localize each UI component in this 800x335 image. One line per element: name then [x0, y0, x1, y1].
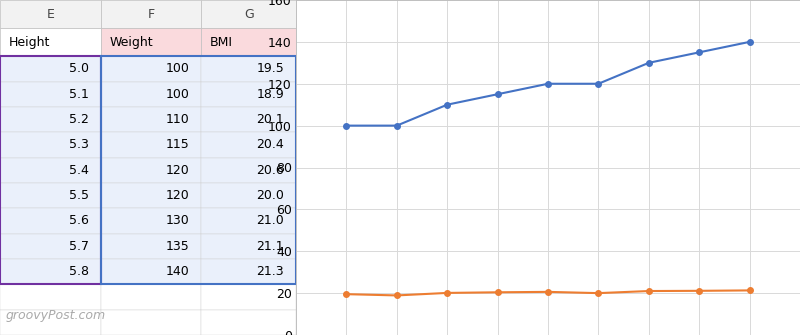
FancyBboxPatch shape: [101, 82, 202, 107]
FancyBboxPatch shape: [101, 132, 202, 158]
FancyBboxPatch shape: [0, 82, 101, 107]
Text: E: E: [46, 8, 54, 21]
FancyBboxPatch shape: [0, 310, 101, 335]
Weight: [745, 40, 754, 44]
FancyBboxPatch shape: [202, 183, 296, 208]
Weight: [493, 92, 502, 96]
Text: groovyPost.com: groovyPost.com: [6, 309, 106, 322]
Text: 21.0: 21.0: [257, 214, 284, 227]
FancyBboxPatch shape: [202, 310, 296, 335]
FancyBboxPatch shape: [101, 28, 202, 56]
FancyBboxPatch shape: [0, 183, 101, 208]
FancyBboxPatch shape: [202, 259, 296, 284]
FancyBboxPatch shape: [202, 233, 296, 259]
BMI: [644, 289, 654, 293]
FancyBboxPatch shape: [0, 233, 101, 259]
BMI: [694, 289, 704, 293]
Weight: [543, 82, 553, 86]
FancyBboxPatch shape: [0, 132, 101, 158]
BMI: [442, 291, 452, 295]
FancyBboxPatch shape: [0, 284, 101, 310]
Text: 5.0: 5.0: [69, 62, 89, 75]
Text: Weight: Weight: [110, 36, 153, 49]
FancyBboxPatch shape: [101, 183, 202, 208]
FancyBboxPatch shape: [101, 158, 202, 183]
BMI: [745, 288, 754, 292]
BMI: [594, 291, 603, 295]
Text: 130: 130: [166, 214, 190, 227]
Text: 19.5: 19.5: [257, 62, 284, 75]
Text: BMI: BMI: [210, 36, 233, 49]
FancyBboxPatch shape: [202, 284, 296, 310]
Text: 135: 135: [166, 240, 190, 253]
BMI: [342, 292, 351, 296]
Weight: [594, 82, 603, 86]
FancyBboxPatch shape: [101, 259, 202, 284]
FancyBboxPatch shape: [101, 0, 202, 28]
Text: 110: 110: [166, 113, 190, 126]
FancyBboxPatch shape: [202, 158, 296, 183]
Weight: [342, 124, 351, 128]
Text: 21.3: 21.3: [257, 265, 284, 278]
Text: 5.7: 5.7: [69, 240, 89, 253]
Text: 20.0: 20.0: [256, 189, 284, 202]
Text: 5.5: 5.5: [69, 189, 89, 202]
FancyBboxPatch shape: [202, 107, 296, 132]
Text: 140: 140: [166, 265, 190, 278]
Weight: [442, 103, 452, 107]
FancyBboxPatch shape: [101, 233, 202, 259]
Line: Weight: Weight: [344, 39, 752, 128]
Text: 5.6: 5.6: [69, 214, 89, 227]
Text: 100: 100: [166, 88, 190, 101]
Text: 18.9: 18.9: [257, 88, 284, 101]
Text: 5.1: 5.1: [69, 88, 89, 101]
Line: BMI: BMI: [344, 288, 752, 298]
FancyBboxPatch shape: [202, 56, 296, 82]
FancyBboxPatch shape: [101, 107, 202, 132]
Text: 20.4: 20.4: [257, 138, 284, 151]
FancyBboxPatch shape: [202, 132, 296, 158]
BMI: [543, 290, 553, 294]
Text: 5.2: 5.2: [69, 113, 89, 126]
FancyBboxPatch shape: [0, 208, 101, 233]
Text: 120: 120: [166, 189, 190, 202]
FancyBboxPatch shape: [0, 259, 101, 284]
Text: 5.3: 5.3: [69, 138, 89, 151]
Text: 5.4: 5.4: [69, 164, 89, 177]
Weight: [644, 61, 654, 65]
Text: 100: 100: [166, 62, 190, 75]
FancyBboxPatch shape: [202, 208, 296, 233]
FancyBboxPatch shape: [202, 28, 296, 56]
FancyBboxPatch shape: [0, 0, 101, 28]
FancyBboxPatch shape: [101, 284, 202, 310]
FancyBboxPatch shape: [101, 208, 202, 233]
Weight: [392, 124, 402, 128]
FancyBboxPatch shape: [0, 28, 101, 56]
Text: 5.8: 5.8: [69, 265, 89, 278]
Text: G: G: [244, 8, 254, 21]
FancyBboxPatch shape: [101, 310, 202, 335]
FancyBboxPatch shape: [202, 82, 296, 107]
Text: Height: Height: [9, 36, 50, 49]
FancyBboxPatch shape: [0, 107, 101, 132]
BMI: [392, 293, 402, 297]
Text: 115: 115: [166, 138, 190, 151]
FancyBboxPatch shape: [0, 158, 101, 183]
Text: 20.6: 20.6: [257, 164, 284, 177]
FancyBboxPatch shape: [101, 56, 202, 82]
FancyBboxPatch shape: [202, 0, 296, 28]
Text: 21.1: 21.1: [257, 240, 284, 253]
Weight: [694, 50, 704, 54]
FancyBboxPatch shape: [0, 56, 101, 82]
Text: F: F: [147, 8, 154, 21]
Text: 20.1: 20.1: [257, 113, 284, 126]
BMI: [493, 290, 502, 294]
Text: 120: 120: [166, 164, 190, 177]
